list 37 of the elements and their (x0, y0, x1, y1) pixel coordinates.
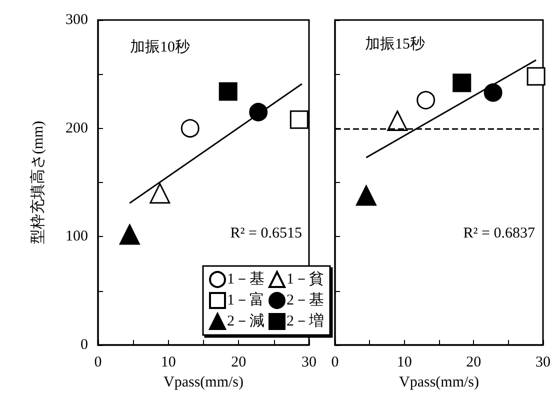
y-tick-label: 100 (66, 228, 88, 245)
legend-label: 1－基 (227, 270, 264, 288)
annotation: 加振15秒 (365, 36, 425, 52)
point (290, 110, 308, 129)
x-tick-label: 10 (160, 354, 176, 370)
point (356, 185, 376, 206)
point (150, 183, 170, 204)
point (484, 83, 502, 102)
y-tick-label: 300 (66, 12, 88, 28)
y-axis-title: 型枠充填高さ(mm) (30, 120, 46, 244)
point (416, 90, 436, 110)
y-tick-label: 0 (80, 337, 88, 353)
point (218, 82, 238, 101)
point (387, 110, 408, 131)
x-tick-label: 30 (536, 354, 550, 370)
annotation: R² = 0.6837 (463, 226, 536, 242)
x-tick-label: 10 (396, 354, 412, 370)
x-tick-label: 0 (94, 354, 102, 370)
x-tick-label: 20 (231, 354, 246, 370)
x-tick-label: 30 (302, 354, 316, 370)
point (180, 119, 200, 138)
point (249, 102, 268, 122)
legend-label: 1－貧 (286, 270, 324, 288)
x-axis-title: Vpass(mm/s) (399, 374, 479, 390)
y-tick-label: 200 (66, 120, 88, 136)
legend-label: 1－富 (227, 292, 264, 308)
legend-label: 2－増 (286, 312, 324, 330)
point (119, 224, 140, 245)
x-axis-title: Vpass(mm/s) (164, 374, 244, 390)
x-tick-label: 20 (466, 354, 482, 370)
x-tick-label: 0 (331, 354, 339, 370)
legend-label: 2－基 (286, 292, 324, 308)
point (452, 74, 472, 92)
annotation: 加振10秒 (130, 38, 190, 56)
legend-label: 2－減 (227, 312, 264, 330)
annotation: R² = 0.6515 (230, 226, 302, 242)
point (526, 67, 546, 86)
